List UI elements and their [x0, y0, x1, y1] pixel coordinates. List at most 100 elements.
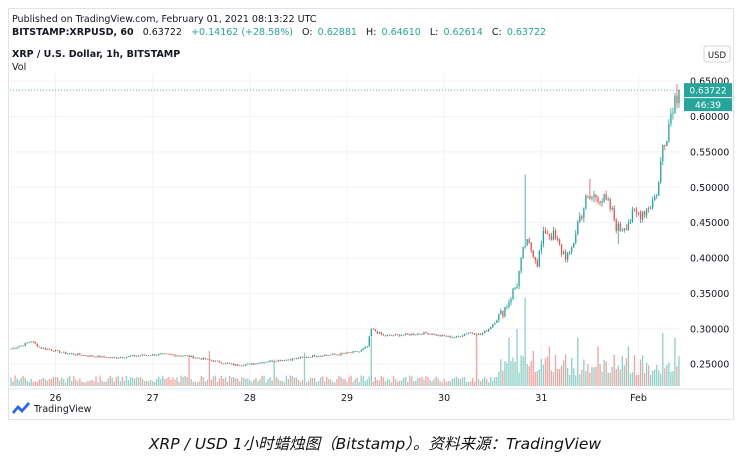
candle-body: [451, 337, 453, 339]
candle-body: [672, 113, 674, 115]
volume-bar: [652, 370, 654, 386]
candle-body: [496, 320, 498, 323]
candle-body: [28, 342, 30, 343]
volume-bar: [384, 381, 387, 386]
volume-bar: [575, 375, 577, 386]
volume-bar: [226, 381, 229, 386]
candle-body: [506, 306, 508, 308]
candle-body: [202, 357, 204, 360]
volume-bar: [291, 376, 294, 386]
volume-bar: [467, 382, 470, 386]
currency-button[interactable]: USD: [703, 45, 731, 63]
volume-bar: [609, 372, 611, 386]
price-grid: [10, 74, 680, 389]
volume-bar: [469, 381, 472, 386]
volume-bar: [158, 376, 160, 386]
candle-body: [512, 288, 514, 300]
volume-bar: [441, 382, 443, 386]
candle-body: [522, 247, 524, 258]
candle-body: [366, 346, 368, 348]
volume-bar: [583, 359, 585, 386]
candle-body: [322, 355, 324, 357]
candle-body: [154, 354, 156, 356]
volume-bar: [222, 378, 225, 386]
candle-body: [554, 230, 557, 239]
candle-body: [32, 341, 34, 343]
volume-bar: [581, 369, 583, 386]
volume-bar: [516, 328, 518, 386]
volume-bar: [44, 379, 47, 386]
volume-bar: [52, 376, 55, 386]
volume-bar: [623, 365, 625, 386]
candle-body: [577, 221, 579, 235]
volume-bar: [299, 381, 302, 386]
time-tick-label: 29: [341, 393, 353, 404]
candle-body: [609, 199, 611, 210]
candle-body: [593, 194, 595, 198]
volume-bar: [660, 374, 662, 386]
candle-body: [368, 336, 370, 347]
price-tick-label: 0.45000: [690, 218, 729, 229]
candle-body: [125, 356, 128, 358]
volume-bar: [24, 377, 26, 386]
candle-body: [67, 353, 69, 355]
volume-bar: [30, 378, 32, 386]
volume-bar: [421, 377, 423, 386]
candle-body: [662, 144, 664, 162]
candle-body: [548, 233, 551, 237]
candle-body: [65, 351, 67, 354]
volume-bar: [194, 381, 196, 386]
volume-bar: [127, 380, 130, 386]
volume-bar: [358, 382, 360, 386]
candle-body: [378, 332, 381, 334]
candle-body: [111, 357, 113, 359]
candle-body: [38, 346, 41, 348]
volume-bar: [532, 350, 534, 386]
candle-body: [30, 341, 32, 343]
volume-bar: [362, 376, 364, 386]
candle-body: [518, 271, 520, 287]
candle-body: [546, 233, 549, 235]
price-axis[interactable]: 0.25000 0.30000 0.35000 0.40000 0.45000 0.500…: [690, 77, 729, 371]
volume-bar: [119, 381, 121, 386]
candle-body: [273, 361, 275, 363]
candle-body: [605, 194, 607, 200]
volume-bar: [664, 368, 666, 386]
candle-body: [222, 363, 225, 365]
candle-body: [336, 354, 338, 356]
volume-bar: [131, 377, 134, 386]
candle-body: [46, 348, 49, 350]
candlestick-chart[interactable]: Published on TradingView.com, February 0…: [8, 8, 734, 420]
volume-bar: [328, 379, 330, 386]
candle-body: [413, 333, 415, 335]
volume-bar: [330, 379, 332, 386]
candle-body: [433, 334, 435, 335]
candle-body: [109, 357, 111, 359]
volume-bar: [417, 378, 419, 386]
candle-body: [670, 113, 672, 124]
candle-body: [401, 335, 403, 337]
volume-bar: [451, 378, 453, 386]
candle-body: [419, 333, 421, 335]
volume-bar: [617, 365, 619, 386]
volume-bar: [208, 350, 211, 386]
candle-body: [131, 355, 134, 356]
candle-body: [54, 350, 57, 352]
time-axis[interactable]: 26 27 28 29 30 31 Feb: [49, 393, 646, 404]
volume-bar: [666, 364, 668, 386]
candle-body: [73, 353, 75, 355]
countdown-tag: 46:39: [684, 98, 732, 112]
volume-bar: [540, 359, 543, 386]
candle-body: [328, 355, 330, 356]
candle-body: [374, 329, 377, 332]
candle-body: [575, 234, 577, 243]
volume-bar: [20, 378, 22, 386]
candle-body: [77, 353, 79, 356]
candle-body: [307, 356, 310, 358]
candle-body: [224, 362, 227, 364]
candle-body: [453, 337, 455, 339]
candle-body: [267, 361, 269, 363]
candle-body: [471, 332, 474, 334]
volume-bar: [560, 365, 563, 386]
volume-bar: [65, 382, 67, 386]
